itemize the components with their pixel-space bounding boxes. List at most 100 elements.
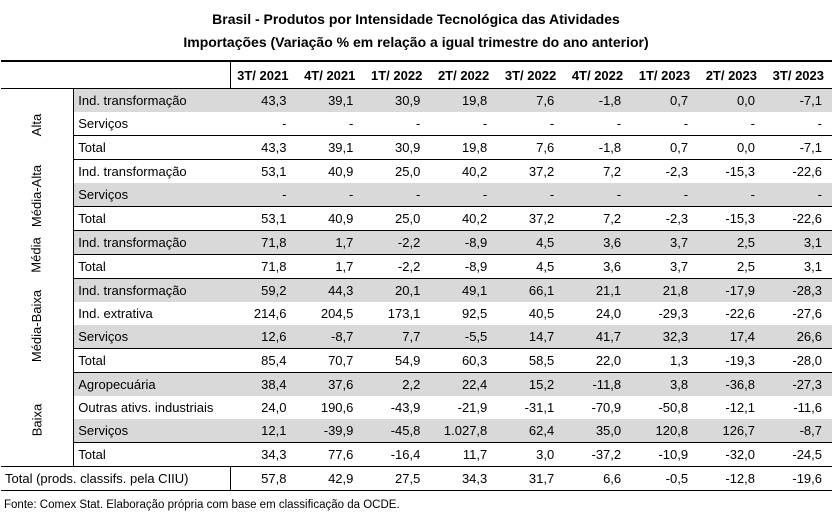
table-cell: 3,1	[765, 254, 832, 279]
table-cell: 40,5	[528, 306, 555, 321]
table-cell: 14,7	[497, 325, 565, 349]
table-cell: -	[631, 183, 699, 207]
table-cell: -22,6	[725, 306, 756, 321]
table-cell: 31,7	[497, 466, 565, 491]
group-label-text: Baixa	[29, 403, 45, 437]
table-cell: -28,0	[765, 348, 832, 373]
table-row: Serviços 12,6 -8,7 7,7 -5,5 14,7 41,7 32,3 17,4 2…	[1, 325, 832, 349]
table-cell: 71,8	[230, 254, 297, 279]
table-cell: -12,1	[725, 400, 756, 415]
table-cell: -16,4	[363, 442, 431, 467]
table-cell: -27,3	[765, 372, 832, 396]
table-cell: 43,3	[230, 88, 297, 112]
table-row: Total 71,8 1,7 -2,2 -8,9 4,5 3,6 3,7 2,5 3,1	[1, 254, 832, 279]
table-row: Média-Baixa Ind. transformação 59,2 44,3 20,…	[1, 278, 832, 373]
table-cell: -19,3	[698, 348, 766, 373]
table-row: Serviços 12,1 -39,9 -45,8 1.027,8 62,4 35,0 120…	[1, 419, 832, 443]
table-cell: 2,5	[698, 230, 766, 255]
table-cell: 38,4	[230, 372, 297, 396]
table-cell: 126,7	[698, 419, 766, 443]
table-cell: 30,9	[363, 88, 431, 112]
table-cell: 30,9	[363, 135, 431, 160]
table-cell: -	[698, 183, 766, 207]
table-cell: 39,1	[296, 88, 364, 112]
table-cell: -10,9	[631, 442, 699, 467]
table-cell: 1,7	[296, 254, 364, 279]
table-cell: 7,7	[363, 325, 431, 349]
table-row: Serviços - - - - - - - - -	[1, 112, 832, 136]
table-cell: 57,8	[230, 466, 297, 491]
table-cell: 41,7	[564, 325, 632, 349]
table-cell: -0,5	[631, 466, 699, 491]
table-cell: -2,3	[665, 164, 689, 179]
table-cell: -	[349, 116, 354, 131]
table-cell: -	[497, 183, 565, 207]
table-cell: 19,8	[430, 135, 498, 160]
grand-total-label: Total (prods. classifs. pela CIIU)	[1, 466, 231, 491]
table-cell: 39,1	[296, 135, 364, 160]
table-cell: 21,1	[564, 278, 632, 302]
table-cell: 7,2	[564, 206, 632, 231]
column-header: 3T/ 2021	[230, 60, 297, 89]
table-cell: 3,8	[631, 372, 699, 396]
table-cell: 4,5	[497, 254, 565, 279]
table-row: Alta Ind. transformação 43,3 39,1 30,9 19,8 7,…	[1, 88, 832, 160]
table-cell: 53,1	[261, 164, 287, 179]
table-cell: 85,4	[230, 348, 297, 373]
group-label: Média	[1, 230, 75, 279]
table-cell: -22,6	[765, 206, 832, 231]
table-row: Total 85,4 70,7 54,9 60,3 58,5 22,0 1,3 -19,3 -28…	[1, 348, 832, 373]
table-cell: -31,1	[524, 400, 555, 415]
row-label: Serviços	[78, 116, 129, 131]
table-cell: -8,9	[430, 254, 498, 279]
table-cell: 6,6	[564, 466, 632, 491]
table-cell: -11,6	[793, 400, 822, 415]
table-cell: 204,5	[320, 306, 354, 321]
table-row: Total 43,3 39,1 30,9 19,8 7,6 -1,8 0,7 0,0 -7,1	[1, 135, 832, 160]
group-label-text: Média-Baixa	[29, 289, 45, 363]
table-cell: -	[230, 183, 297, 207]
table-cell: -22,6	[792, 164, 822, 179]
group-label: Alta	[1, 88, 75, 160]
table-cell: 24,0	[595, 306, 622, 321]
table-cell: 32,3	[631, 325, 699, 349]
table-cell: 37,6	[296, 372, 364, 396]
table-cell: 11,7	[430, 442, 498, 467]
table-cell: 4,5	[497, 230, 565, 255]
table-cell: 190,6	[320, 400, 354, 415]
table-cell: 44,3	[296, 278, 364, 302]
table-cell: 62,4	[497, 419, 565, 443]
table-row: Serviços - - - - - - - - -	[1, 183, 832, 207]
table-cell: -32,0	[698, 442, 766, 467]
table-cell: -2,2	[363, 230, 431, 255]
table-cell: 77,6	[296, 442, 364, 467]
row-label: Total	[73, 442, 231, 467]
row-label: Total	[73, 135, 231, 160]
column-header: 3T/ 2022	[497, 60, 565, 89]
table-cell: 37,2	[528, 164, 555, 179]
source-note: Fonte: Comex Stat. Elaboração própria co…	[4, 499, 400, 511]
table-cell: 3,7	[631, 254, 699, 279]
table-row: Ind. extrativa 214,6 204,5 173,1 92,5 40,5 24,…	[1, 302, 832, 325]
table-cell: 173,1	[387, 306, 421, 321]
row-label: Total	[73, 206, 231, 231]
table-cell: 40,2	[461, 164, 488, 179]
table-row: Total 53,1 40,9 25,0 40,2 37,2 7,2 -2,3 -15,3 -22…	[1, 206, 832, 231]
table-cell: -21,9	[457, 400, 488, 415]
row-label: Ind. extrativa	[78, 306, 153, 321]
table-cell: 27,5	[363, 466, 431, 491]
table-cell: 22,0	[564, 348, 632, 373]
table-cell: -19,6	[765, 466, 832, 491]
imports-table: 3T/ 2021 4T/ 2021 1T/ 2022 2T/ 2022 3T/ 2022…	[1, 60, 832, 491]
table-cell: -	[750, 116, 756, 131]
table-cell: -43,9	[390, 400, 421, 415]
table-cell: -	[282, 116, 287, 131]
table-cell: 25,0	[395, 164, 421, 179]
table-cell: 1,3	[631, 348, 699, 373]
table-cell: 70,7	[296, 348, 364, 373]
table-cell: -27,6	[792, 306, 822, 321]
table-cell: 3,1	[765, 230, 832, 255]
table-cell: 54,9	[363, 348, 431, 373]
table-cell: 1.027,8	[430, 419, 498, 443]
row-label: Serviços	[73, 419, 231, 443]
